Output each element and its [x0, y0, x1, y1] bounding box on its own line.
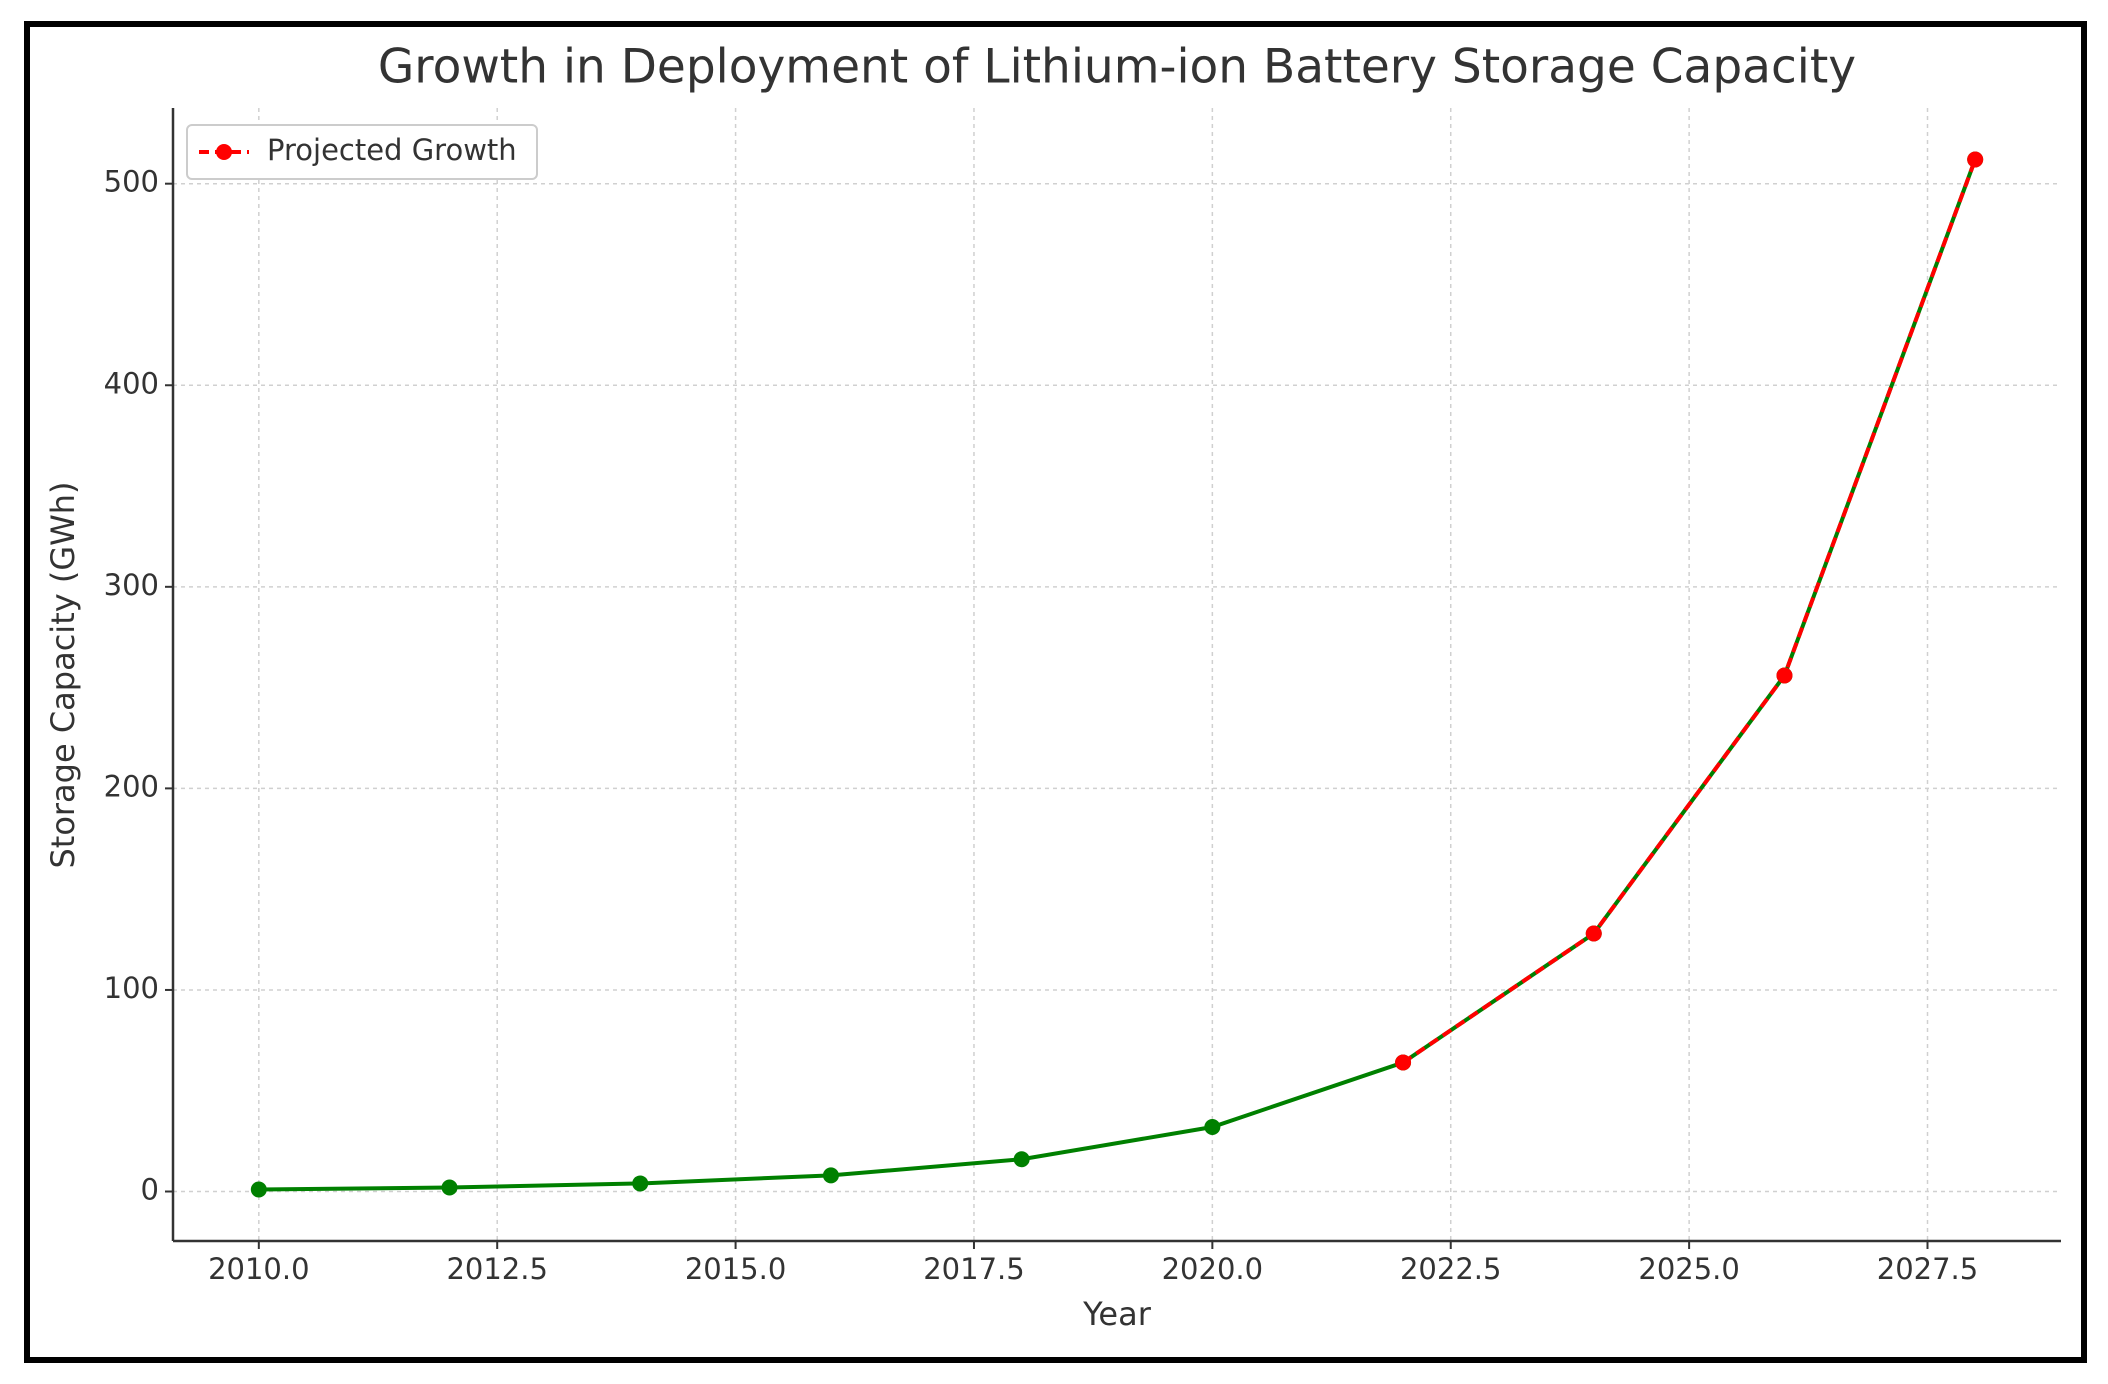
x-tick-label: 2010.0: [208, 1252, 309, 1286]
x-tick-label: 2027.5: [1877, 1252, 1978, 1286]
point: [1013, 1151, 1030, 1168]
point: [250, 1181, 267, 1198]
legend-box: [186, 124, 538, 180]
y-tick-label: 100: [104, 971, 159, 1005]
point: [1967, 151, 1984, 168]
x-tick-label: 2022.5: [1400, 1252, 1501, 1286]
x-tick-label: 2012.5: [446, 1252, 547, 1286]
point: [632, 1175, 649, 1192]
x-tick-label: 2015.0: [685, 1252, 786, 1286]
frame: [24, 21, 2087, 1363]
x-tick-label: 2025.0: [1638, 1252, 1739, 1286]
series-line: [1401, 158, 1978, 1065]
x-axis-label: Year: [1082, 1295, 1152, 1333]
point: [1585, 925, 1602, 942]
x-tick-label: 2017.5: [923, 1252, 1024, 1286]
point: [441, 1179, 458, 1196]
legend-label: Projected Growth: [267, 133, 517, 167]
y-tick-label: 200: [104, 769, 159, 803]
chart-title: Growth in Deployment of Lithium-ion Batt…: [378, 40, 1856, 95]
legend-marker: [216, 144, 232, 160]
x-tick-label: 2020.0: [1162, 1252, 1263, 1286]
y-tick-label: 500: [104, 165, 159, 199]
point: [1776, 667, 1793, 684]
y-axis-label: Storage Capacity (GWh): [44, 481, 82, 868]
point: [822, 1167, 839, 1184]
point: [1204, 1119, 1221, 1136]
y-tick-label: 300: [104, 568, 159, 602]
y-tick-label: 400: [104, 366, 159, 400]
y-tick-label: 0: [141, 1173, 159, 1207]
point: [1395, 1054, 1412, 1071]
